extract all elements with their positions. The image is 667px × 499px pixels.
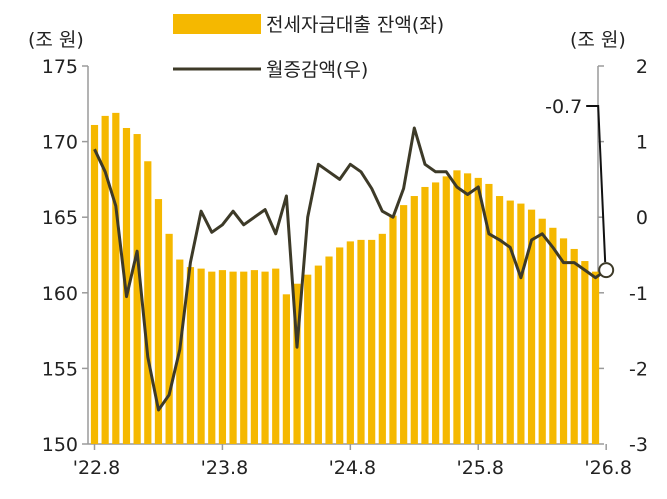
bar [336, 247, 344, 444]
bar [165, 233, 173, 444]
x-tick-label: '25.8 [456, 457, 504, 479]
bar [506, 200, 514, 444]
bar [527, 209, 536, 444]
bar [559, 238, 568, 444]
annotation-leader [586, 105, 607, 263]
bar [325, 256, 333, 444]
x-tick-label: '26.8 [584, 457, 632, 479]
bar [197, 268, 205, 444]
bar [432, 182, 440, 444]
bar [474, 177, 482, 444]
left-tick-label: 170 [42, 132, 78, 154]
right-tick-label: 0 [636, 207, 648, 229]
bar [133, 134, 141, 445]
bar [400, 205, 408, 444]
bar [357, 239, 365, 444]
bar [144, 161, 152, 445]
bar [261, 271, 269, 444]
x-tick-label: '24.8 [329, 457, 377, 479]
bar [101, 115, 109, 445]
bar [208, 271, 216, 444]
bar [314, 265, 322, 444]
bar [368, 239, 376, 444]
right-tick-label: -1 [629, 283, 648, 305]
bar [485, 183, 493, 444]
bar [90, 124, 99, 444]
bar [538, 218, 546, 444]
bar [272, 268, 280, 444]
bar [378, 233, 386, 444]
bar [495, 196, 504, 444]
bar [389, 215, 397, 444]
left-axis-unit: (조 원) [28, 29, 84, 51]
annotation-layer: -0.7 [545, 96, 615, 279]
line-layer [93, 126, 608, 412]
annotation-label: -0.7 [545, 96, 582, 118]
legend-bar-swatch [173, 14, 261, 34]
right-axis-unit: (조 원) [570, 29, 626, 51]
labels-layer: (조 원) (조 원) 전세자금대출 잔액(좌) 월증감액(우) 175 170 1… [28, 14, 648, 479]
bar [282, 294, 290, 444]
right-tick-label: -3 [629, 434, 648, 456]
bar [218, 270, 227, 444]
left-tick-label: 160 [42, 283, 78, 305]
bar [346, 241, 354, 444]
bar [250, 270, 258, 444]
bar [581, 261, 589, 444]
right-tick-label: 1 [636, 132, 648, 154]
left-tick-label: 165 [42, 207, 78, 229]
bar [240, 271, 248, 444]
right-tick-label: 2 [636, 56, 648, 78]
x-tick-label: '23.8 [201, 457, 249, 479]
legend-line-label: 월증감액(우) [266, 59, 368, 81]
bar [442, 176, 450, 444]
line-series [93, 126, 608, 412]
bar [410, 196, 418, 444]
x-tick-label: '22.8 [73, 457, 121, 479]
bar [570, 248, 578, 444]
bar [421, 186, 429, 444]
bar [304, 274, 312, 444]
bar [112, 112, 120, 444]
left-tick-label: 175 [42, 56, 78, 78]
annotation-marker [598, 262, 615, 279]
bar [293, 283, 301, 444]
legend-bar-label: 전세자금대출 잔액(좌) [266, 14, 444, 36]
right-tick-label: -2 [629, 358, 648, 380]
left-tick-label: 155 [42, 358, 78, 380]
bar [229, 271, 237, 444]
bar [464, 173, 472, 445]
bar [154, 199, 163, 444]
bar [453, 170, 461, 444]
bar [517, 203, 525, 444]
bars-layer [90, 112, 600, 445]
bar [549, 227, 557, 444]
bar [591, 271, 600, 444]
left-tick-label: 150 [42, 434, 78, 456]
bar [186, 267, 195, 444]
